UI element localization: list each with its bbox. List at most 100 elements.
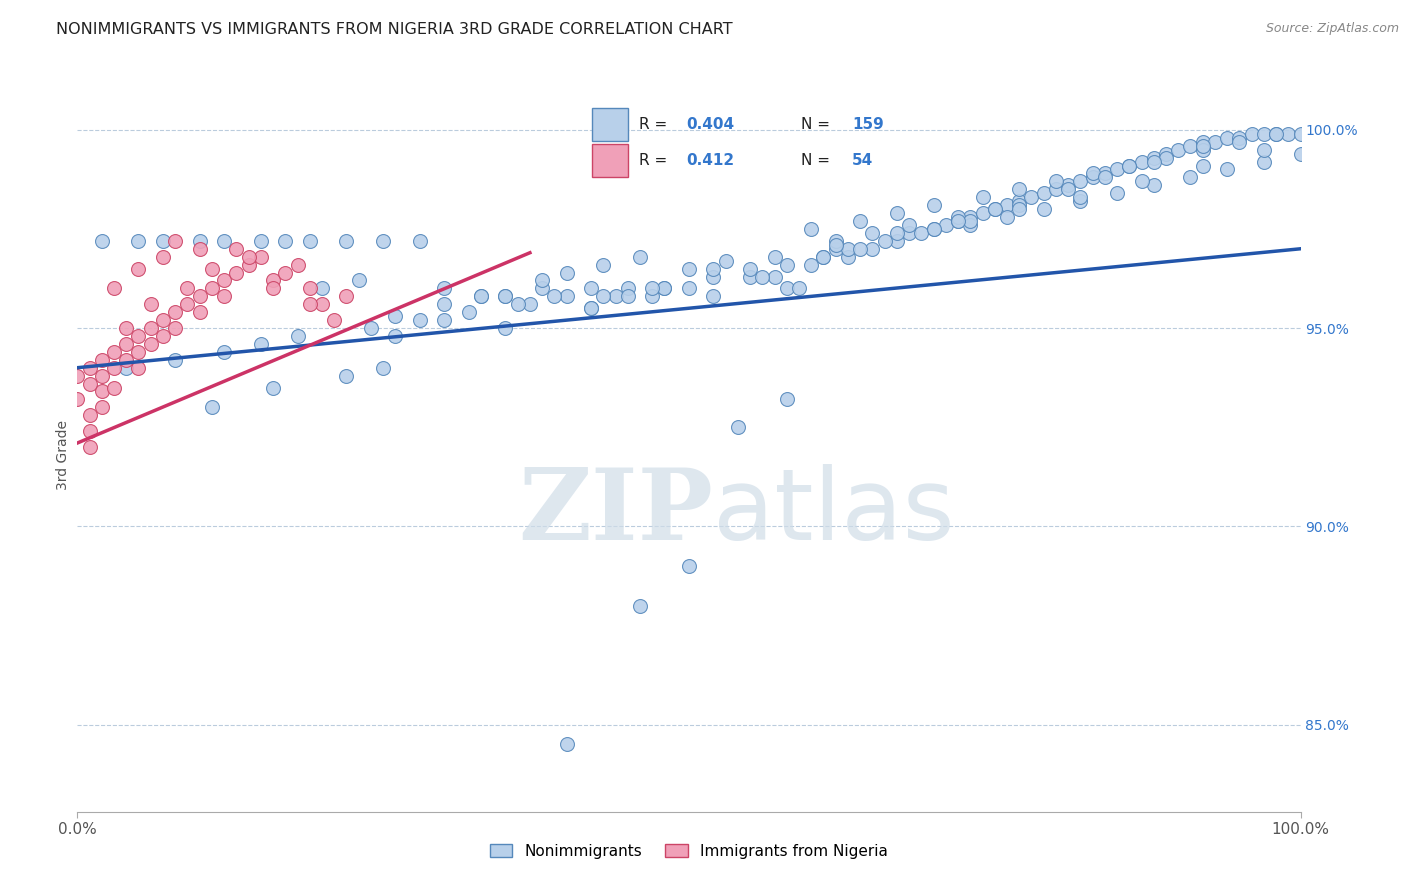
Point: [90, 384, 112, 399]
Point: [1154, 146, 1177, 161]
Text: ZIP: ZIP: [519, 464, 713, 560]
Point: [128, 234, 150, 248]
Point: [1045, 182, 1067, 196]
Point: [1008, 198, 1031, 212]
Point: [959, 218, 981, 232]
Point: [335, 234, 357, 248]
Point: [813, 250, 835, 264]
Point: [910, 226, 932, 240]
Y-axis label: 3rd Grade: 3rd Grade: [56, 420, 70, 490]
Point: [678, 558, 700, 573]
Point: [274, 266, 297, 280]
Point: [323, 313, 346, 327]
Text: NONIMMIGRANTS VS IMMIGRANTS FROM NIGERIA 3RD GRADE CORRELATION CHART: NONIMMIGRANTS VS IMMIGRANTS FROM NIGERIA…: [56, 22, 733, 37]
Point: [1229, 130, 1251, 145]
Point: [1191, 143, 1213, 157]
Point: [702, 289, 724, 303]
Point: [763, 269, 786, 284]
Point: [995, 210, 1018, 224]
Point: [90, 234, 112, 248]
Point: [188, 242, 211, 256]
Point: [103, 281, 125, 295]
Point: [298, 281, 321, 295]
Point: [922, 222, 945, 236]
Point: [1032, 202, 1054, 216]
Point: [984, 202, 1007, 216]
Point: [212, 273, 235, 287]
Point: [1143, 178, 1166, 193]
Point: [1094, 166, 1116, 180]
Point: [115, 337, 138, 351]
Text: atlas: atlas: [713, 464, 955, 560]
Point: [641, 281, 664, 295]
Point: [579, 281, 602, 295]
Point: [824, 237, 846, 252]
Point: [641, 289, 664, 303]
Point: [813, 250, 835, 264]
Point: [800, 258, 823, 272]
Point: [1289, 146, 1312, 161]
Point: [79, 360, 101, 375]
Point: [592, 289, 614, 303]
Point: [90, 401, 112, 415]
Point: [1069, 190, 1091, 204]
Point: [1021, 190, 1043, 204]
Point: [1081, 166, 1104, 180]
Point: [654, 281, 676, 295]
Point: [139, 337, 162, 351]
Point: [1265, 127, 1288, 141]
Point: [188, 234, 211, 248]
Point: [335, 289, 357, 303]
Point: [702, 269, 724, 284]
Point: [1107, 186, 1129, 201]
Point: [873, 234, 896, 248]
Point: [579, 301, 602, 316]
Point: [617, 281, 640, 295]
Point: [1130, 154, 1153, 169]
Point: [495, 321, 517, 335]
Point: [298, 234, 321, 248]
Point: [1057, 178, 1080, 193]
Point: [128, 329, 150, 343]
Point: [250, 337, 273, 351]
Point: [751, 269, 773, 284]
Point: [128, 261, 150, 276]
Point: [605, 289, 627, 303]
Point: [90, 368, 112, 383]
Point: [287, 258, 309, 272]
Point: [555, 289, 578, 303]
Point: [1094, 170, 1116, 185]
Point: [837, 242, 859, 256]
Point: [886, 206, 908, 220]
Point: [1167, 143, 1189, 157]
Point: [409, 313, 432, 327]
Point: [287, 329, 309, 343]
Point: [139, 321, 162, 335]
Point: [946, 214, 969, 228]
Point: [1240, 127, 1263, 141]
Point: [409, 234, 432, 248]
Point: [959, 214, 981, 228]
Point: [654, 281, 676, 295]
Point: [262, 281, 284, 295]
Point: [433, 313, 456, 327]
Point: [298, 297, 321, 311]
Point: [128, 360, 150, 375]
Point: [714, 253, 737, 268]
Point: [984, 202, 1007, 216]
Point: [115, 352, 138, 367]
Point: [849, 242, 872, 256]
Point: [946, 210, 969, 224]
Point: [152, 234, 174, 248]
Point: [1253, 127, 1275, 141]
Point: [972, 206, 994, 220]
Point: [849, 214, 872, 228]
Point: [862, 226, 884, 240]
Point: [165, 234, 187, 248]
Point: [384, 329, 406, 343]
Point: [1216, 162, 1239, 177]
Point: [506, 297, 529, 311]
Point: [128, 344, 150, 359]
Point: [1107, 162, 1129, 177]
Point: [776, 392, 799, 407]
